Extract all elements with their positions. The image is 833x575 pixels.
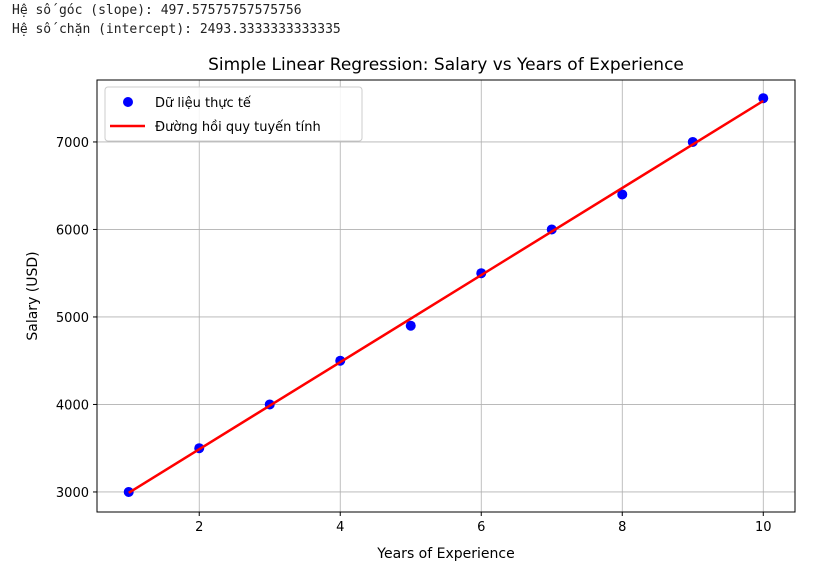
y-tick-label: 7000 xyxy=(56,136,89,151)
x-tick-label: 2 xyxy=(195,520,203,535)
regression-line xyxy=(128,99,764,494)
y-tick-label: 3000 xyxy=(56,486,89,501)
data-point xyxy=(617,189,628,200)
intercept-output: Hệ số chặn (intercept): 2493.33333333333… xyxy=(12,22,341,37)
legend-box xyxy=(104,86,363,142)
legend-scatter-marker xyxy=(123,97,133,107)
y-tick-label: 6000 xyxy=(56,223,89,238)
data-point xyxy=(758,93,769,104)
x-tick-label: 4 xyxy=(336,520,344,535)
data-point xyxy=(687,136,698,147)
slope-output: Hệ số góc (slope): 497.57575757575756 xyxy=(12,3,302,18)
legend-label-scatter: Dữ liệu thực tế xyxy=(155,96,251,111)
x-tick-label: 10 xyxy=(755,520,772,535)
plot-frame xyxy=(96,79,796,513)
x-tick-label: 6 xyxy=(477,520,485,535)
y-axis-label: Salary (USD) xyxy=(25,251,41,340)
y-tick-label: 4000 xyxy=(56,398,89,413)
x-axis-label: Years of Experience xyxy=(376,546,514,562)
x-tick-label: 8 xyxy=(618,520,626,535)
legend-label-line: Đường hồi quy tuyến tính xyxy=(155,120,321,135)
legend: Dữ liệu thực tế Đường hồi quy tuyến tính xyxy=(104,86,363,142)
chart-title: Simple Linear Regression: Salary vs Year… xyxy=(208,55,684,75)
y-tick-label: 5000 xyxy=(56,311,89,326)
data-point xyxy=(405,320,416,331)
